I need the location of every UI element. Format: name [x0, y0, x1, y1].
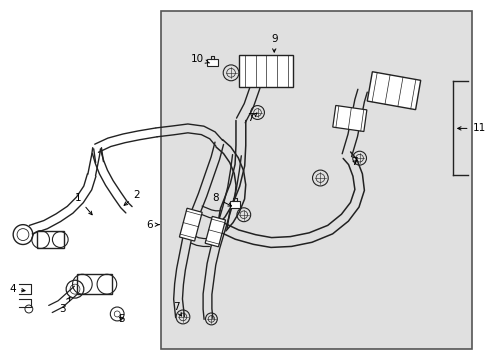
- Text: 6: 6: [146, 220, 159, 230]
- Text: 2: 2: [124, 190, 140, 205]
- Text: 11: 11: [457, 123, 485, 134]
- Text: 5: 5: [118, 314, 124, 324]
- Text: 10: 10: [191, 54, 209, 64]
- Bar: [366, 72, 420, 110]
- Bar: [179, 208, 202, 241]
- Text: 1: 1: [75, 193, 92, 215]
- Bar: [161, 11, 470, 349]
- Bar: [205, 216, 225, 247]
- Text: 7: 7: [351, 157, 357, 167]
- Text: 7: 7: [172, 302, 181, 316]
- Bar: [77, 274, 112, 294]
- Bar: [37, 231, 64, 248]
- Text: 7: 7: [247, 113, 256, 123]
- Bar: [229, 201, 240, 208]
- Text: 8: 8: [212, 193, 231, 206]
- Text: 9: 9: [270, 34, 277, 52]
- Bar: [207, 59, 217, 67]
- Bar: [239, 55, 293, 87]
- Text: 4: 4: [9, 284, 25, 294]
- Bar: [332, 105, 366, 131]
- Text: 3: 3: [59, 297, 70, 314]
